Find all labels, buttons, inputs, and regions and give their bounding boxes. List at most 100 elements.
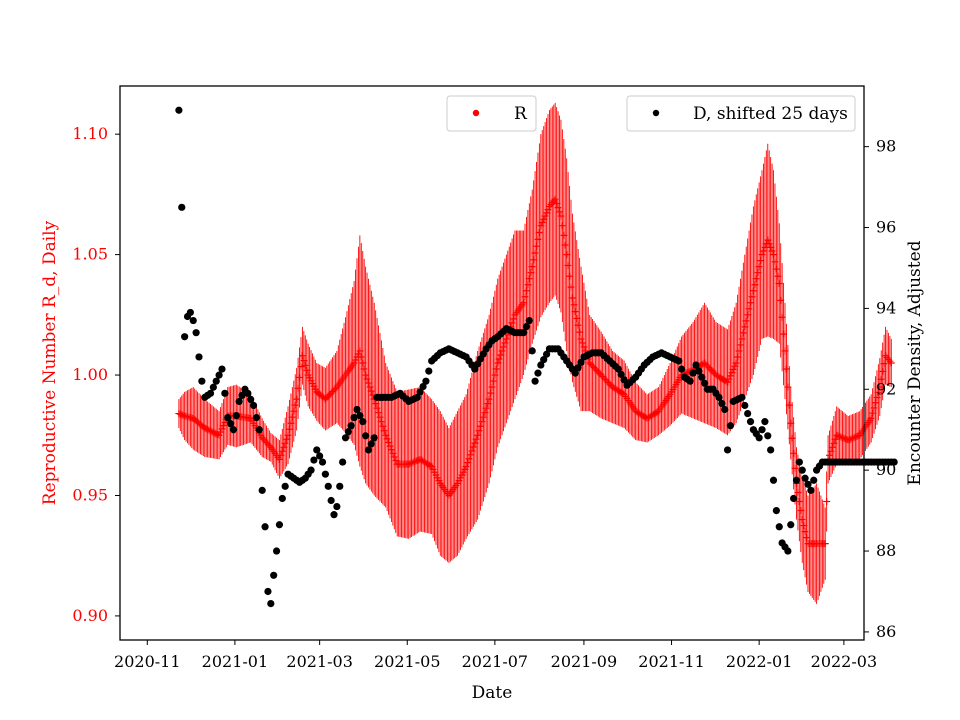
r-point	[758, 251, 766, 259]
d-point	[723, 446, 732, 454]
d-point	[209, 383, 217, 391]
r-point	[543, 209, 551, 217]
r-point	[560, 231, 568, 239]
r-point	[389, 449, 397, 457]
r-point	[293, 395, 301, 403]
r-point	[221, 418, 229, 426]
r-point	[217, 428, 225, 436]
r-point	[283, 435, 291, 443]
r-point	[373, 404, 381, 412]
r-point	[778, 313, 786, 321]
r-point	[759, 247, 767, 255]
r-point	[484, 400, 492, 408]
r-point	[561, 241, 569, 249]
r-point	[553, 199, 561, 207]
r-point	[777, 296, 785, 304]
r-point	[541, 212, 549, 220]
d-point	[318, 458, 327, 466]
d-point	[344, 428, 352, 436]
r-point	[474, 431, 482, 439]
r-point	[285, 425, 293, 433]
d-point	[238, 391, 246, 399]
r-point	[735, 347, 743, 355]
d-point	[677, 365, 686, 373]
d-point	[534, 369, 542, 377]
r-point	[530, 256, 538, 264]
d-point	[419, 382, 427, 391]
d-point	[310, 456, 318, 464]
r-point	[534, 235, 542, 243]
r-point	[742, 317, 750, 325]
r-point	[296, 373, 304, 381]
r-point	[801, 528, 809, 536]
r-point	[495, 355, 503, 363]
r-point	[765, 240, 773, 248]
r-point	[383, 435, 391, 443]
r-point	[826, 451, 834, 459]
d-point	[367, 440, 375, 448]
d-point	[718, 399, 726, 408]
r-point	[748, 293, 756, 301]
x-tick-label: 2021-09	[551, 652, 617, 671]
r-point	[535, 229, 543, 237]
d-point	[758, 426, 766, 434]
d-point	[364, 446, 373, 454]
d-point	[175, 106, 183, 114]
d-point	[272, 547, 281, 555]
d-point	[689, 369, 697, 377]
right-y-tick-label: 90	[876, 460, 896, 479]
r-point	[571, 308, 579, 316]
d-point	[542, 350, 551, 358]
r-point	[570, 301, 578, 309]
r-point	[298, 352, 306, 360]
r-point	[494, 359, 502, 367]
r-point	[803, 534, 811, 542]
r-point	[360, 365, 368, 373]
d-point	[755, 434, 763, 442]
r-point	[331, 385, 339, 393]
r-point	[275, 455, 283, 463]
d-point	[339, 458, 347, 466]
d-point	[229, 426, 238, 434]
r-point	[471, 439, 479, 447]
r-point	[367, 387, 375, 395]
r-point	[392, 457, 400, 465]
r-point	[464, 459, 472, 467]
d-point	[221, 389, 229, 397]
r-point	[563, 251, 571, 259]
r-point	[288, 413, 296, 421]
r-point	[725, 375, 733, 383]
d-point	[574, 364, 582, 372]
d-point	[267, 600, 275, 608]
r-point	[544, 206, 552, 214]
r-point	[291, 401, 299, 409]
d-point	[247, 395, 255, 403]
r-point	[356, 347, 364, 355]
r-point	[468, 447, 476, 455]
d-point	[189, 316, 197, 325]
legend-r-label: R	[514, 104, 528, 124]
r-point	[485, 395, 493, 403]
d-point	[807, 486, 815, 494]
r-point	[508, 319, 516, 327]
d-point	[178, 203, 186, 211]
r-point	[219, 422, 227, 430]
d-point	[281, 482, 289, 490]
d-point	[767, 446, 775, 454]
r-point	[731, 362, 739, 370]
r-point	[531, 249, 539, 257]
r-point	[278, 447, 286, 455]
d-point	[313, 446, 321, 454]
r-point	[290, 407, 298, 415]
r-point	[522, 287, 530, 295]
r-point	[869, 409, 877, 417]
r-point	[551, 195, 559, 203]
legend-r: R	[446, 95, 537, 132]
d-point	[784, 547, 792, 555]
d-point	[218, 365, 226, 373]
r-point	[749, 287, 757, 295]
r-point	[726, 372, 734, 380]
r-marker-group	[175, 195, 895, 548]
r-point	[764, 236, 772, 244]
r-point	[390, 453, 398, 461]
